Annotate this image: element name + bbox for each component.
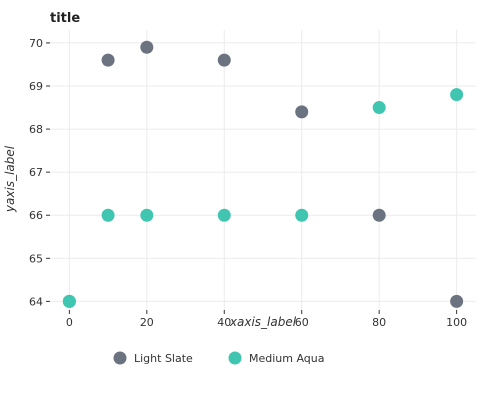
x-tick-label: 0 — [66, 316, 73, 329]
x-tick-label: 20 — [140, 316, 154, 329]
x-tick-label: 80 — [372, 316, 386, 329]
series-light-slate — [62, 40, 464, 308]
data-point — [295, 208, 309, 222]
data-point — [62, 294, 76, 308]
data-point — [450, 88, 464, 102]
data-point — [217, 208, 231, 222]
data-point — [140, 208, 154, 222]
legend: Light Slate Medium Aqua — [113, 351, 325, 365]
data-point — [101, 208, 115, 222]
data-point — [217, 53, 231, 67]
y-tick-label: 65 — [29, 252, 43, 265]
data-point — [101, 53, 115, 67]
x-tick-label: 60 — [295, 316, 309, 329]
legend-swatch — [113, 351, 127, 365]
chart-title: title — [50, 11, 80, 26]
x-axis-ticks: 0 20 40 60 80 100 — [66, 310, 467, 329]
data-point — [295, 105, 309, 119]
legend-label: Medium Aqua — [249, 352, 325, 365]
y-tick-label: 69 — [29, 80, 43, 93]
y-tick-label: 67 — [29, 166, 43, 179]
data-point — [372, 208, 386, 222]
x-axis-title: xaxis_label — [229, 315, 297, 329]
y-tick-label: 64 — [29, 295, 43, 308]
x-tick-label: 100 — [446, 316, 467, 329]
x-tick-label: 40 — [217, 316, 231, 329]
legend-swatch — [228, 351, 242, 365]
y-tick-label: 70 — [29, 37, 43, 50]
series-medium-aqua — [62, 88, 464, 308]
grid-lines — [50, 30, 476, 310]
y-tick-label: 68 — [29, 123, 43, 136]
legend-label: Light Slate — [134, 352, 193, 365]
y-axis-ticks: 64 65 66 67 68 69 70 — [29, 37, 50, 308]
y-tick-label: 66 — [29, 209, 43, 222]
y-axis-title: yaxis_label — [3, 145, 17, 213]
data-points — [62, 40, 464, 308]
data-point — [140, 40, 154, 54]
data-point — [372, 101, 386, 115]
data-point — [450, 294, 464, 308]
